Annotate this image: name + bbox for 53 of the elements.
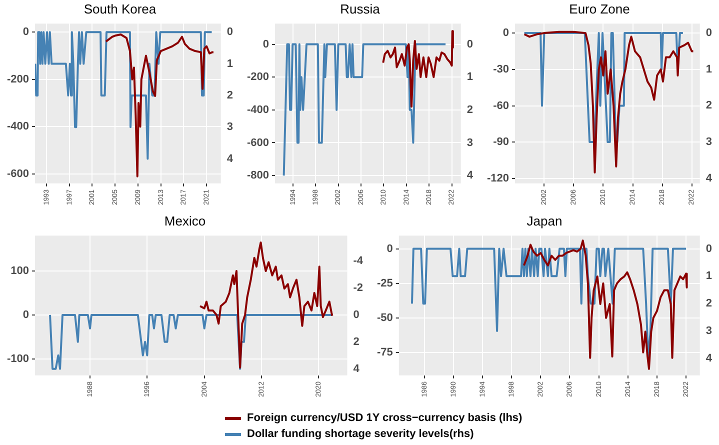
y-tick-label: -800 [246, 170, 270, 182]
y2-tick-label: 2 [353, 336, 360, 348]
y2-tick-label: -2 [353, 282, 363, 294]
y2-tick-label: 4 [353, 362, 360, 375]
chart-title: Russia [340, 1, 381, 16]
y2-tick-label: -4 [353, 255, 364, 268]
y2-tick-label: 1 [226, 58, 234, 70]
y2-tick-label: 4 [466, 170, 474, 182]
y-tick-label: -200 [6, 73, 30, 86]
y-tick-label: -100 [6, 352, 30, 365]
y2-tick-label: 3 [466, 136, 474, 149]
y2-tick-label: 0 [706, 27, 712, 40]
y2-tick-label: 2 [706, 100, 712, 112]
y-tick-label: -50 [376, 312, 393, 324]
y-tick-label: 0 [22, 308, 30, 321]
y-tick-label: -90 [493, 136, 510, 148]
chart-title: South Korea [84, 1, 157, 16]
y2-tick-label: 1 [706, 63, 712, 76]
y2-tick-label: 1 [706, 270, 712, 282]
y-tick-label: -600 [6, 168, 30, 180]
y-tick-label: 0 [502, 27, 510, 40]
y2-tick-label: 4 [226, 152, 234, 165]
y2-tick-label: 1 [466, 71, 474, 84]
y-tick-label: -400 [246, 104, 270, 116]
y-tick-label: -600 [246, 136, 270, 149]
y-tick-label: -200 [246, 71, 270, 84]
y-tick-label: 100 [10, 265, 30, 278]
y2-tick-label: 3 [226, 121, 234, 134]
y-tick-label: -30 [493, 63, 510, 76]
y-tick-label: 0 [22, 26, 30, 38]
y2-tick-label: 0 [466, 38, 474, 50]
y-tick-label: -60 [493, 100, 510, 112]
chart-title: Japan [526, 213, 562, 228]
y2-tick-label: 0 [226, 26, 234, 38]
y2-tick-label: 0 [706, 242, 712, 255]
y2-tick-label: 2 [226, 89, 234, 102]
y2-tick-label: 3 [706, 136, 712, 148]
y2-tick-label: 2 [466, 104, 474, 116]
y2-tick-label: 3 [706, 325, 712, 338]
y2-tick-label: 4 [706, 352, 713, 364]
chart-title: Mexico [164, 213, 206, 228]
y2-tick-label: 2 [706, 298, 712, 310]
y2-tick-label: 0 [353, 308, 360, 321]
y-tick-label: -25 [376, 277, 393, 290]
legend-label: Dollar funding shortage severity levels(rhs) [247, 428, 474, 440]
y-tick-label: -75 [376, 346, 393, 358]
chart-title: Euro Zone [569, 1, 630, 16]
legend-label: Foreign currency/USD 1Y cross−currency basis (lhs) [247, 412, 522, 424]
y-tick-label: -400 [6, 120, 30, 133]
y-tick-label: 0 [262, 38, 270, 50]
y2-tick-label: 4 [706, 172, 713, 184]
y-tick-label: 0 [386, 242, 393, 255]
y-tick-label: -120 [486, 172, 510, 185]
